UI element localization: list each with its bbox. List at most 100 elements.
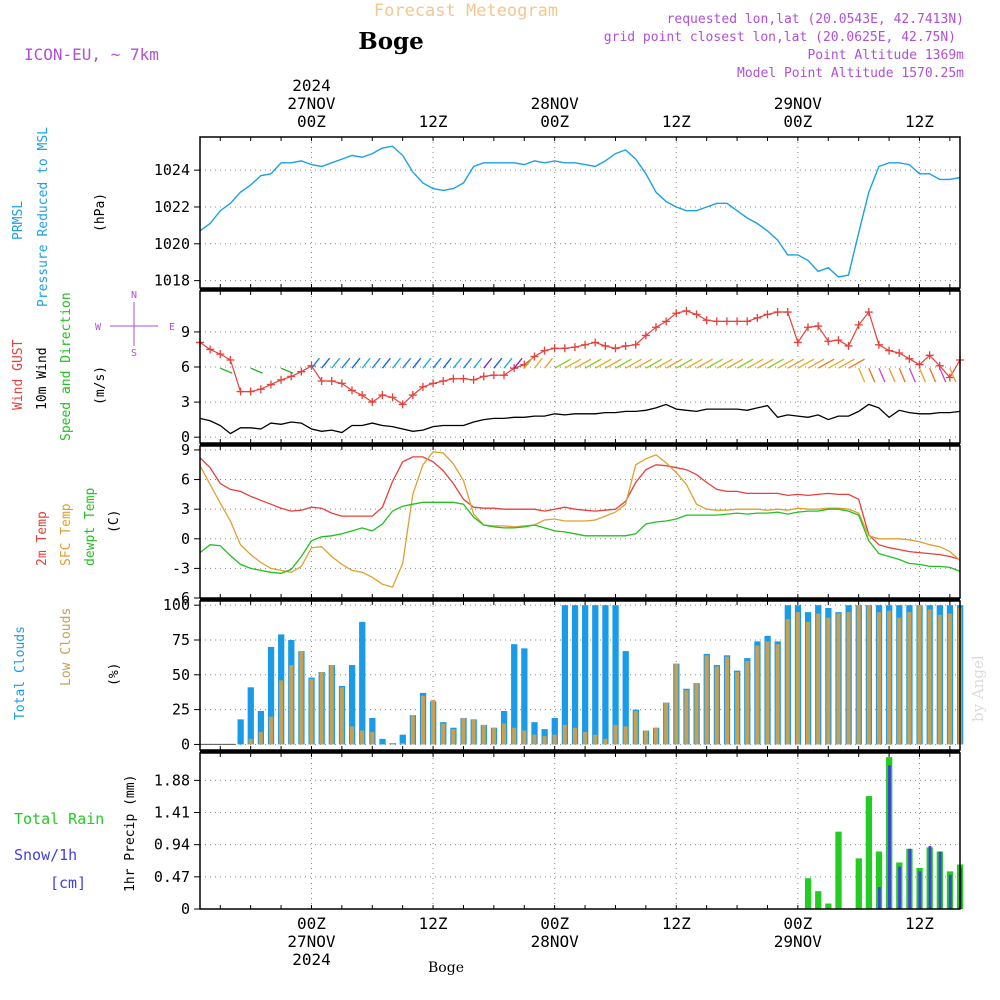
panel-frame xyxy=(199,136,961,289)
wind-arrow xyxy=(726,358,744,369)
wind-label-10m: 10m Wind xyxy=(35,347,50,410)
wind-arrow xyxy=(554,358,571,369)
wind-arrow xyxy=(757,358,774,369)
gust-marker xyxy=(378,391,387,400)
y-tick-label: 0 xyxy=(181,530,190,548)
gust-marker xyxy=(408,391,417,400)
gust-marker xyxy=(560,344,569,353)
wind-arrow xyxy=(574,358,592,369)
cloud-axis-labels: Total Clouds Low Clouds (%) xyxy=(13,608,122,720)
wind-arrow xyxy=(341,357,351,369)
total-cloud-bar xyxy=(359,621,366,745)
gust-marker xyxy=(216,350,225,359)
low-cloud-bar xyxy=(785,619,790,745)
gust-marker xyxy=(449,374,458,383)
gust-marker xyxy=(337,379,346,388)
cloud-label-unit: (%) xyxy=(107,663,122,686)
gust-marker xyxy=(550,344,559,353)
time-label-top: 27NOV xyxy=(287,94,336,113)
gust-marker xyxy=(287,372,296,381)
low-cloud-bar xyxy=(410,715,415,745)
gust-marker xyxy=(652,323,660,332)
low-cloud-bar xyxy=(268,716,273,745)
total-cloud-bar xyxy=(602,605,609,745)
gust-marker xyxy=(530,352,539,361)
wind-arrow xyxy=(513,357,523,369)
gust-marker xyxy=(418,382,427,391)
wind-label-gust: Wind GUST xyxy=(11,339,26,410)
low-cloud-bar xyxy=(613,724,618,745)
y-tick-label: 6 xyxy=(181,471,190,489)
wind-arrow xyxy=(371,357,381,369)
low-cloud-bar xyxy=(694,683,699,745)
time-label-bottom: 00Z xyxy=(540,914,569,933)
y-tick-label: 0.94 xyxy=(154,836,190,854)
wind-arrow xyxy=(746,358,764,369)
wind-arrow xyxy=(381,357,391,369)
total-cloud-bar xyxy=(592,605,599,745)
low-cloud-bar xyxy=(927,609,932,745)
low-cloud-bar xyxy=(360,730,365,745)
low-cloud-bar xyxy=(299,651,304,745)
low-cloud-bar xyxy=(755,645,760,745)
wind-arrow xyxy=(280,367,294,374)
wind-arrow xyxy=(777,358,794,369)
snow-bar xyxy=(948,874,952,909)
snow-bar xyxy=(898,866,902,909)
temp2m-line xyxy=(199,456,961,561)
wind-arrow xyxy=(473,357,483,369)
rain-bar xyxy=(825,903,832,909)
total-cloud-bar xyxy=(348,665,356,745)
low-cloud-bar xyxy=(552,734,557,745)
wind-arrow xyxy=(361,357,371,369)
low-cloud-bar xyxy=(289,665,294,745)
low-cloud-bar xyxy=(795,612,800,745)
wind-arrow xyxy=(706,358,723,369)
total-cloud-bar xyxy=(379,738,386,745)
gust-marker xyxy=(692,310,701,319)
gust-marker xyxy=(824,337,833,346)
wind-arrow xyxy=(321,357,331,369)
wind-arrow xyxy=(432,357,442,369)
pressure-line xyxy=(199,145,961,278)
low-cloud-bar xyxy=(451,729,456,745)
y-tick-label: 3 xyxy=(181,393,190,411)
temp-label-2m: 2m Temp xyxy=(35,511,50,566)
gust-marker xyxy=(489,371,498,380)
wind-arrow xyxy=(878,367,886,383)
footer-location: Boge xyxy=(428,960,464,976)
pressure-axis-labels: PRMSL Pressure Reduced to MSL (hPa) xyxy=(11,127,108,307)
wind-arrow xyxy=(929,367,937,383)
temp-label-unit: (C) xyxy=(107,510,122,533)
compass-west: W xyxy=(95,322,102,333)
time-label-bottom: 29NOV xyxy=(774,932,823,951)
cloud-label-low: Low Clouds xyxy=(59,608,74,686)
low-cloud-bar xyxy=(420,695,425,745)
low-cloud-bar xyxy=(522,730,527,745)
time-label-bottom: 12Z xyxy=(662,914,691,933)
low-cloud-bar xyxy=(431,699,436,745)
wind-arrow xyxy=(271,368,283,373)
wind-arrow xyxy=(605,358,622,369)
wind-axis-labels: Wind GUST 10m Wind Speed and Direction (… xyxy=(11,290,175,441)
compass-east: E xyxy=(169,322,175,333)
low-cloud-bar xyxy=(816,613,821,745)
low-cloud-bar xyxy=(745,660,750,745)
wind-arrow xyxy=(210,368,222,373)
compass-south: S xyxy=(131,348,137,359)
low-cloud-bar xyxy=(826,617,831,745)
y-tick-label: 9 xyxy=(181,441,190,459)
low-cloud-bar xyxy=(684,690,689,745)
gust-marker xyxy=(226,355,235,364)
gust-marker xyxy=(469,375,478,384)
rain-bar xyxy=(804,878,812,909)
wind-arrow xyxy=(351,357,361,369)
low-cloud-bar xyxy=(947,613,952,745)
y-tick-label: 100 xyxy=(163,596,190,614)
total-cloud-bar xyxy=(257,711,265,745)
wind-arrow xyxy=(452,357,462,369)
low-cloud-bar xyxy=(471,719,476,745)
wind-arrow xyxy=(241,368,253,373)
time-label-top: 12Z xyxy=(662,112,691,131)
